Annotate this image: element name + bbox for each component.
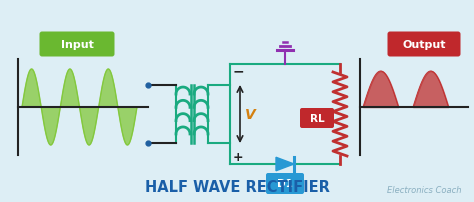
Polygon shape	[276, 158, 294, 171]
FancyBboxPatch shape	[266, 173, 304, 194]
Text: Output: Output	[402, 40, 446, 50]
Text: +: +	[233, 151, 244, 164]
Text: V: V	[245, 107, 256, 121]
Text: RL: RL	[310, 114, 324, 123]
FancyBboxPatch shape	[39, 32, 115, 57]
Text: Input: Input	[61, 40, 93, 50]
Text: HALF WAVE RECTIFIER: HALF WAVE RECTIFIER	[145, 179, 329, 194]
Text: Electronics Coach: Electronics Coach	[388, 185, 462, 194]
Text: D1: D1	[277, 179, 293, 188]
FancyBboxPatch shape	[300, 108, 334, 128]
FancyBboxPatch shape	[388, 32, 461, 57]
Text: −: −	[233, 64, 245, 78]
